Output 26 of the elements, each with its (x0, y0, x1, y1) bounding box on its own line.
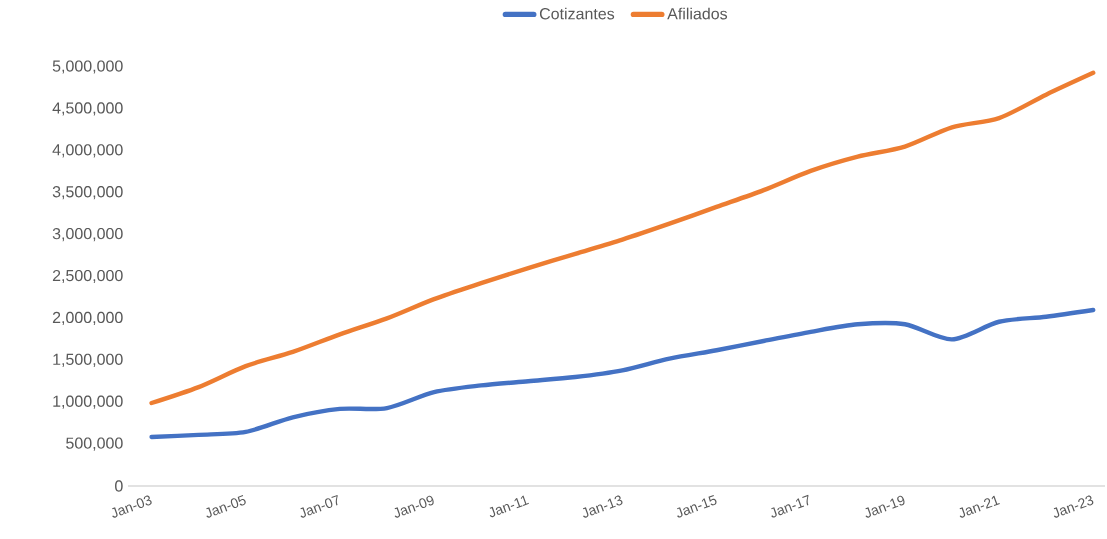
y-tick-label: 2,000,000 (52, 311, 123, 325)
x-tick-label: Jan-13 (582, 495, 623, 518)
x-tick-label: Jan-21 (959, 495, 1000, 518)
x-tick-label: Jan-07 (300, 494, 338, 518)
x-tick-label: Jan-23 (1053, 495, 1094, 518)
y-tick-label: 5,000,000 (52, 60, 123, 74)
legend-label: Cotizantes (539, 7, 615, 20)
y-tick-label: 1,500,000 (53, 353, 123, 367)
y-tick-label: 2,500,000 (52, 269, 123, 284)
y-tick-label: 3,500,000 (52, 186, 123, 200)
x-tick-label: Jan-15 (677, 494, 717, 518)
x-tick-label: Jan-19 (865, 495, 905, 518)
x-tick-label: Jan-17 (771, 494, 809, 518)
y-tick-label: 0 (115, 480, 123, 492)
x-tick-label: Jan-05 (206, 495, 246, 518)
y-tick-label: 3,000,000 (52, 227, 123, 242)
line-series (149, 307, 1096, 440)
legend-label: Afiliados (667, 7, 728, 20)
y-tick-label: 500,000 (66, 437, 123, 451)
y-tick-label: 4,500,000 (52, 102, 123, 116)
y-tick-label: 4,000,000 (52, 144, 123, 158)
x-tick-label: Jan-03 (112, 495, 152, 518)
y-tick-label: 1,000,000 (53, 395, 123, 409)
x-tick-label: Jan-11 (489, 495, 529, 518)
x-tick-label: Jan-09 (394, 495, 434, 518)
line-series (149, 70, 1096, 406)
